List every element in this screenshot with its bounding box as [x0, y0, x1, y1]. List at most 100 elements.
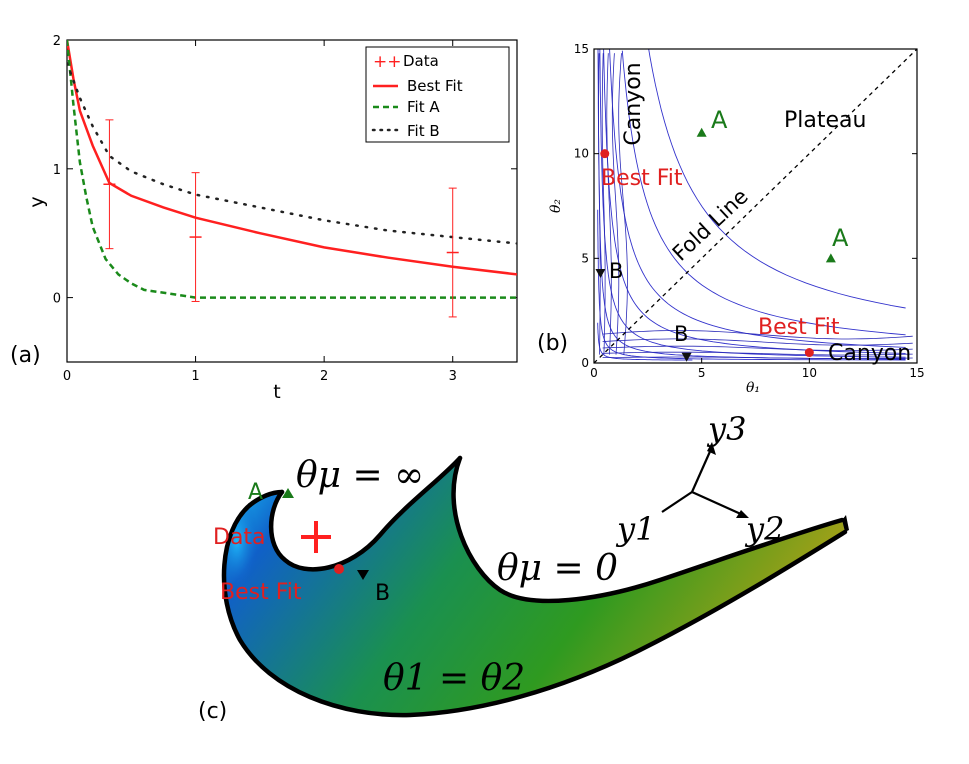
panel-b-xlabel: θ₁	[746, 380, 760, 396]
panel-a: 0 1 2 3 0 1 2 t y (a) ++ Data Best Fit Fit A F…	[10, 34, 518, 403]
c-marker-a	[282, 488, 294, 498]
fold-line	[594, 49, 917, 363]
manifold-edge-outer	[221, 502, 848, 718]
axis-y2-label: y2	[744, 510, 784, 548]
axis-y3-line	[690, 446, 714, 493]
a-label-upper: A	[711, 106, 728, 134]
c-label-a: A	[248, 480, 263, 505]
legend-frame	[365, 46, 510, 143]
canyon-contour-horizontal	[602, 345, 913, 351]
a-ytick-label: 2	[53, 34, 61, 49]
panel-a-legend: ++ Data Best Fit Fit A Fit B	[365, 46, 510, 143]
theta-mu-infinity-label: θμ = ∞	[296, 455, 424, 496]
a-label-lower: A	[832, 224, 849, 252]
panel-a-series	[67, 40, 517, 299]
marker-b	[595, 268, 606, 278]
contour-line	[603, 49, 906, 354]
canyon-contour-vertical	[611, 53, 620, 355]
a-xtick-label: 1	[191, 369, 199, 384]
c-data-cross	[301, 521, 331, 553]
contour-line	[621, 50, 906, 336]
c-marker-b	[357, 570, 369, 580]
axis-y3-label: y3	[706, 410, 746, 448]
panel-b-ylabel: θ₂	[548, 199, 564, 213]
b-ytick-label: 15	[574, 42, 589, 56]
b-label-bottom: B	[674, 322, 688, 346]
b-xtick-label: 15	[909, 366, 924, 380]
canyon-contour-vertical	[606, 53, 612, 355]
canyon-contour-horizontal	[602, 356, 913, 360]
b-ytick-label: 0	[581, 356, 589, 370]
manifold-surface	[223, 458, 845, 716]
manifold-edge-zero	[451, 455, 845, 604]
manifold-edge-top	[247, 489, 285, 508]
axis-y2-arrow	[736, 510, 749, 518]
panel-a-xlabel: t	[273, 381, 280, 403]
legend-fit-b: Fit B	[407, 122, 440, 140]
legend-data: Data	[403, 52, 439, 70]
legend-fit-a: Fit A	[407, 98, 440, 116]
marker-best-fit	[600, 149, 610, 159]
axis-y1-label: y1	[615, 510, 655, 548]
b-ytick-label: 5	[581, 251, 589, 265]
panel-a-label: (a)	[10, 343, 41, 368]
marker-a	[696, 127, 707, 137]
marker-a	[825, 253, 836, 263]
contour-line	[597, 322, 693, 361]
c-label-b: B	[375, 581, 390, 606]
panel-a-axes-frame	[66, 39, 518, 363]
legend-data-marker: ++	[373, 52, 402, 72]
a-xtick-label: 0	[63, 369, 71, 384]
canyon-contour-horizontal	[602, 330, 913, 340]
axis-y2-line	[691, 490, 744, 517]
theta-mu-zero-label: θμ = 0	[497, 548, 618, 589]
best-fit-label-upper: Best Fit	[601, 166, 683, 191]
canyon-contour-horizontal	[602, 351, 913, 356]
canyon-contour-vertical	[598, 53, 601, 355]
a-ytick-label: 0	[53, 292, 61, 307]
canyon-horizontal-label: Canyon	[828, 341, 911, 366]
marker-b	[681, 352, 692, 362]
canyon-contour-horizontal	[602, 338, 913, 346]
best-fit-label-lower: Best Fit	[758, 315, 840, 340]
b-xtick-label: 5	[698, 366, 706, 380]
panel-b-label: (b)	[537, 331, 568, 356]
axis-triad: y3 y1 y2	[615, 410, 784, 548]
contour-line	[609, 49, 906, 348]
marker-best-fit	[804, 348, 814, 358]
c-marker-best-fit	[334, 564, 344, 574]
manifold-edge-inner	[268, 455, 463, 572]
plateau-label: Plateau	[784, 108, 866, 133]
panel-c: A Data Best Fit B θμ = ∞ θμ = 0 θ1 = θ2 …	[198, 410, 849, 724]
a-xtick-label: 3	[449, 369, 457, 384]
c-label-data: Data	[213, 525, 266, 550]
panel-b-ticks: 0 5 10 15 0 5 10 15	[574, 42, 925, 380]
contour-line	[648, 49, 906, 309]
c-label-best-fit: Best Fit	[220, 580, 302, 605]
manifold-left-glow	[227, 492, 290, 632]
b-label-left: B	[609, 259, 623, 283]
b-ytick-label: 10	[574, 147, 589, 161]
theta-equal-label: θ1 = θ2	[383, 658, 525, 699]
legend-best-fit: Best Fit	[407, 77, 463, 95]
b-xtick-label: 0	[590, 366, 598, 380]
series-best-fit	[67, 40, 517, 276]
series-fit-b	[67, 61, 517, 245]
axis-y3-arrow	[707, 442, 716, 455]
a-xtick-label: 2	[320, 369, 328, 384]
panel-c-label: (c)	[198, 699, 227, 724]
series-fit-a	[67, 40, 517, 299]
contour-line	[597, 209, 906, 361]
axis-y1-line	[661, 491, 693, 513]
panel-b-axes-frame	[593, 48, 918, 364]
panel-a-data-points	[103, 119, 459, 318]
canyon-contour-vertical	[618, 53, 628, 355]
b-xtick-label: 10	[802, 366, 817, 380]
canyon-contour-vertical	[601, 53, 606, 355]
canyon-vertical-label: Canyon	[621, 62, 646, 145]
panel-a-ylabel: y	[26, 196, 48, 207]
panel-b-markers	[595, 127, 836, 362]
a-ytick-label: 1	[53, 163, 61, 178]
